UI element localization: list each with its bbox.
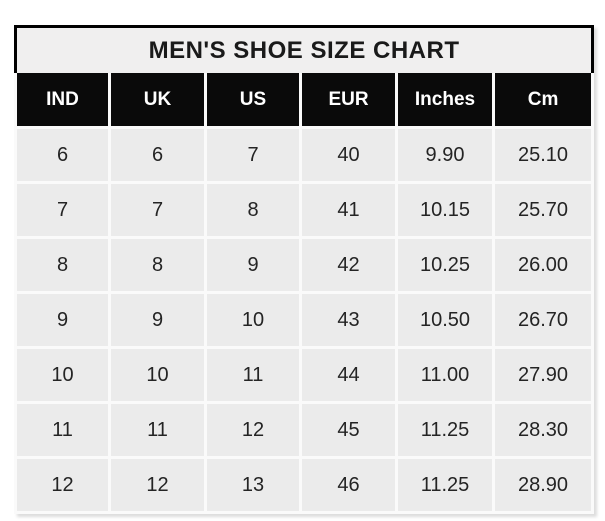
table-cell: 45	[299, 401, 398, 459]
column-header-uk: UK	[108, 73, 207, 128]
table-cell: 40	[299, 126, 398, 184]
table-cell: 7	[204, 126, 302, 184]
table-cell: 8	[204, 181, 302, 239]
column-header-ind: IND	[14, 73, 111, 128]
table-cell: 42	[299, 236, 398, 294]
title-row: MEN'S SHOE SIZE CHART	[15, 26, 593, 73]
table-cell: 41	[299, 181, 398, 239]
table-row: 9 9 10 43 10.50 26.70	[14, 291, 595, 349]
table-cell: 26.70	[491, 291, 595, 349]
table-cell: 7	[108, 181, 207, 239]
table-cell: 10	[14, 346, 111, 404]
table-cell: 6	[14, 126, 111, 184]
table-cell: 10.50	[395, 291, 495, 349]
table-cell: 44	[299, 346, 398, 404]
table-cell: 11.00	[395, 346, 495, 404]
table-cell: 8	[14, 236, 111, 294]
table-cell: 9.90	[395, 126, 495, 184]
table-cell: 9	[108, 291, 207, 349]
table-cell: 46	[299, 456, 398, 514]
column-header-us: US	[204, 73, 302, 128]
table-cell: 27.90	[491, 346, 595, 404]
table-cell: 10.25	[395, 236, 495, 294]
shoe-size-table: MEN'S SHOE SIZE CHART IND UK US EUR Inch…	[14, 25, 595, 514]
table-cell: 25.10	[491, 126, 595, 184]
page-title: MEN'S SHOE SIZE CHART	[15, 26, 593, 73]
table-cell: 13	[204, 456, 302, 514]
table-cell: 12	[108, 456, 207, 514]
table-row: 6 6 7 40 9.90 25.10	[14, 126, 595, 184]
table-cell: 11.25	[395, 456, 495, 514]
table-cell: 26.00	[491, 236, 595, 294]
table-cell: 6	[108, 126, 207, 184]
table-cell: 25.70	[491, 181, 595, 239]
table-cell: 9	[14, 291, 111, 349]
table-cell: 43	[299, 291, 398, 349]
table-cell: 28.30	[491, 401, 595, 459]
column-header-inches: Inches	[395, 73, 495, 128]
table-cell: 10	[108, 346, 207, 404]
table-cell: 11.25	[395, 401, 495, 459]
column-header-cm: Cm	[491, 73, 595, 128]
table-row: 11 11 12 45 11.25 28.30	[14, 401, 595, 459]
table-cell: 11	[14, 401, 111, 459]
table-cell: 7	[14, 181, 111, 239]
table-cell: 11	[204, 346, 302, 404]
shoe-size-chart: MEN'S SHOE SIZE CHART IND UK US EUR Inch…	[14, 25, 595, 514]
table-cell: 12	[14, 456, 111, 514]
table-cell: 12	[204, 401, 302, 459]
table-cell: 9	[204, 236, 302, 294]
table-cell: 10	[204, 291, 302, 349]
table-row: 12 12 13 46 11.25 28.90	[14, 456, 595, 514]
table-row: 8 8 9 42 10.25 26.00	[14, 236, 595, 294]
table-row: 10 10 11 44 11.00 27.90	[14, 346, 595, 404]
table-cell: 8	[108, 236, 207, 294]
table-cell: 11	[108, 401, 207, 459]
table-row: 7 7 8 41 10.15 25.70	[14, 181, 595, 239]
table-cell: 28.90	[491, 456, 595, 514]
table-cell: 10.15	[395, 181, 495, 239]
column-header-row: IND UK US EUR Inches Cm	[14, 73, 595, 128]
column-header-eur: EUR	[299, 73, 398, 128]
